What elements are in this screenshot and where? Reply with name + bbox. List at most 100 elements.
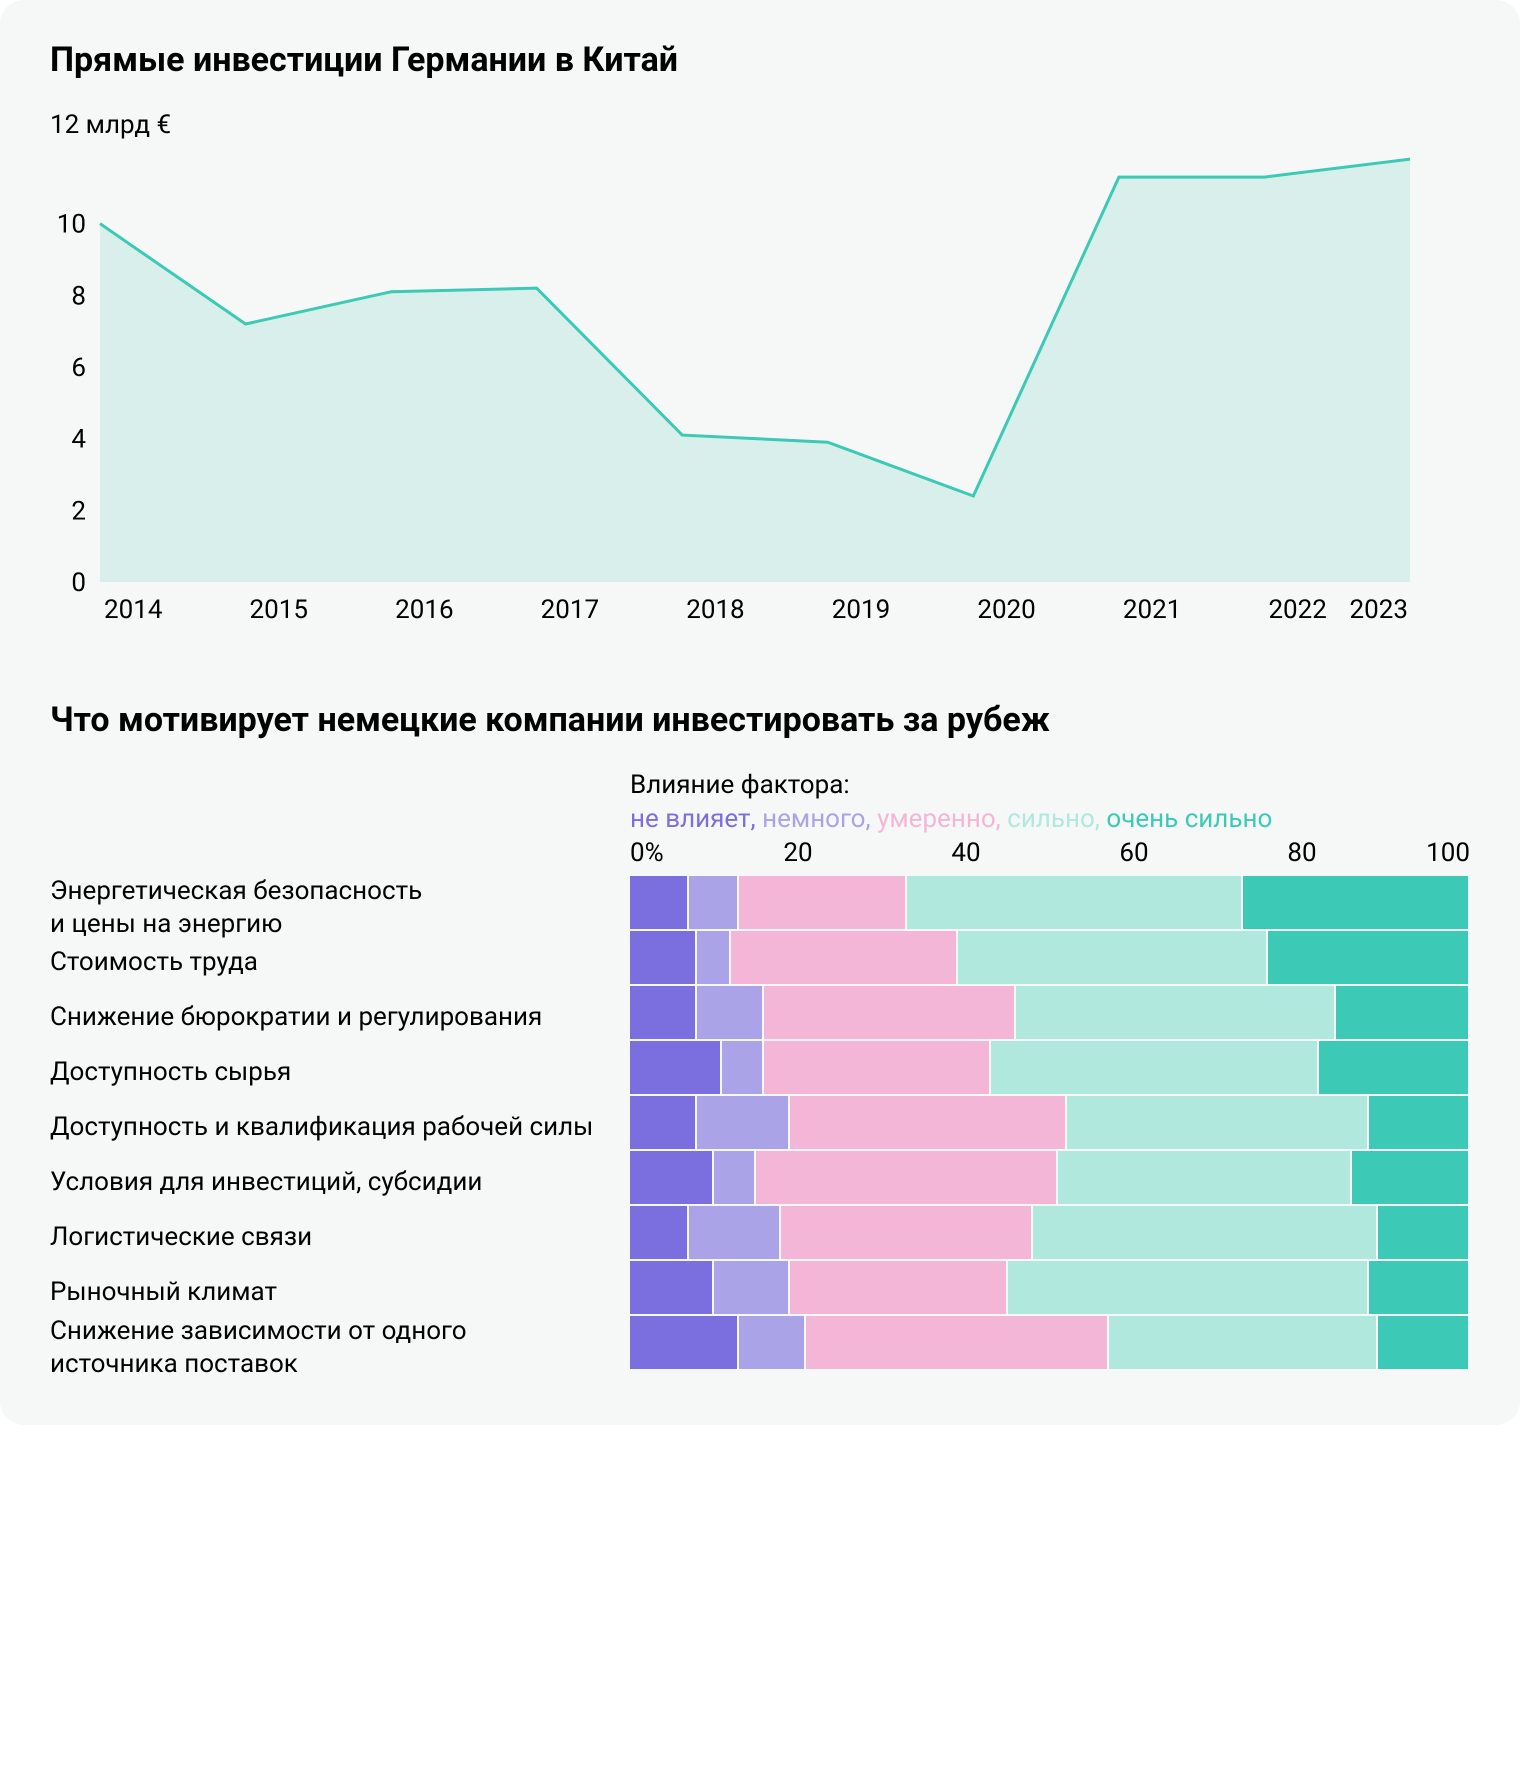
- stacked-row-label: Снижение бюрократии и регулирования: [50, 990, 630, 1045]
- stacked-segment: [630, 931, 697, 986]
- stacked-bar-row: [630, 986, 1470, 1041]
- stacked-segment: [630, 1261, 714, 1316]
- stacked-segment: [714, 1151, 756, 1206]
- stacked-segment: [1109, 1316, 1378, 1371]
- legend-item: немного,: [762, 804, 877, 834]
- legend-items: не влияет, немного, умеренно, сильно, оч…: [630, 804, 1470, 834]
- stacked-segment: [907, 876, 1243, 931]
- stacked-segment: [1369, 1261, 1470, 1316]
- stacked-segment: [1268, 931, 1470, 986]
- stacked-segment: [1016, 986, 1335, 1041]
- stacked-bar-row: [630, 876, 1470, 931]
- stacked-segment: [630, 1041, 722, 1096]
- legend-prefix: Влияние фактора:: [630, 770, 1470, 800]
- stacked-segment: [1033, 1206, 1377, 1261]
- stacked-segment: [630, 1096, 697, 1151]
- stacked-segment: [630, 986, 697, 1041]
- stacked-segment: [756, 1151, 1058, 1206]
- stacked-bar-row: [630, 1206, 1470, 1261]
- y-tick-label: 2: [71, 496, 86, 526]
- x-tick-label: 2020: [977, 595, 1035, 625]
- stacked-chart-title: Что мотивирует немецкие компании инвести…: [50, 700, 1470, 740]
- x-tick-label: 2021: [1123, 595, 1181, 625]
- area-chart-section: Прямые инвестиции Германии в Китай 12 мл…: [50, 40, 1470, 630]
- stacked-segment: [1369, 1096, 1470, 1151]
- stacked-row-label: Энергетическая безопасностьи цены на эне…: [50, 880, 630, 935]
- legend-item: умеренно,: [877, 804, 1007, 834]
- x-tick-label: 2016: [395, 595, 453, 625]
- stacked-bar-row: [630, 1096, 1470, 1151]
- stacked-segment: [1378, 1316, 1470, 1371]
- y-tick-label: 6: [71, 353, 86, 383]
- legend-item: очень сильно: [1106, 804, 1272, 834]
- stacked-segment: [630, 1151, 714, 1206]
- x-tick-label: 2015: [250, 595, 308, 625]
- stacked-bar-row: [630, 1261, 1470, 1316]
- stacked-labels-col: Энергетическая безопасностьи цены на эне…: [50, 770, 630, 1375]
- stacked-segment: [991, 1041, 1319, 1096]
- stacked-segment: [1319, 1041, 1470, 1096]
- stacked-row-label: Доступность сырья: [50, 1045, 630, 1100]
- stacked-row-label: Стоимость труда: [50, 935, 630, 990]
- stacked-axis-tick: 100: [1426, 838, 1470, 868]
- x-tick-label: 2014: [104, 595, 163, 625]
- stacked-segment: [1336, 986, 1470, 1041]
- y-tick-label: 8: [71, 281, 86, 311]
- stacked-segment: [739, 1316, 806, 1371]
- stacked-chart-section: Что мотивирует немецкие компании инвести…: [50, 700, 1470, 1375]
- stacked-axis-tick: 40: [951, 838, 980, 868]
- area-fill: [100, 159, 1410, 582]
- x-tick-label: 2023: [1350, 595, 1408, 625]
- stacked-segment: [630, 876, 689, 931]
- stacked-segment: [1243, 876, 1470, 931]
- stacked-axis-tick: 80: [1287, 838, 1316, 868]
- stacked-bar-row: [630, 1041, 1470, 1096]
- stacked-segment: [1378, 1206, 1470, 1261]
- area-chart-svg: 0 2 4 6 8 10 2014 2015 2016 2017 2018 2019 2020 2021 2…: [50, 146, 1420, 626]
- stacked-segment: [722, 1041, 764, 1096]
- x-tick-label: 2022: [1268, 595, 1326, 625]
- stacked-bar-row: [630, 931, 1470, 986]
- stacked-axis: 0% 20 40 60 80 100: [630, 838, 1470, 872]
- stacked-chart-body: Энергетическая безопасностьи цены на эне…: [50, 770, 1470, 1375]
- stacked-segment: [697, 986, 764, 1041]
- stacked-bar-row: [630, 1151, 1470, 1206]
- stacked-segment: [958, 931, 1269, 986]
- stacked-segment: [1008, 1261, 1369, 1316]
- stacked-segment: [1352, 1151, 1470, 1206]
- stacked-row-label: Условия для инвестиций, субсидии: [50, 1155, 630, 1210]
- y-tick-label: 0: [71, 568, 86, 598]
- stacked-axis-tick: 20: [783, 838, 812, 868]
- stacked-segment: [781, 1206, 1033, 1261]
- stacked-segment: [697, 931, 731, 986]
- stacked-segment: [1067, 1096, 1369, 1151]
- stacked-segment: [1058, 1151, 1352, 1206]
- area-chart-unit: 12 млрд €: [50, 110, 1470, 140]
- x-tick-label: 2017: [541, 595, 599, 625]
- stacked-segment: [790, 1096, 1067, 1151]
- stacked-row-label: Рыночный климат: [50, 1265, 630, 1320]
- y-tick-label: 10: [57, 210, 86, 240]
- legend-item: не влияет,: [630, 804, 762, 834]
- stacked-bars: [630, 876, 1470, 1371]
- stacked-chart-col: Влияние фактора: не влияет, немного, уме…: [630, 770, 1470, 1375]
- stacked-segment: [731, 931, 958, 986]
- stacked-row-label: Снижение зависимости от одногоисточника …: [50, 1320, 630, 1375]
- stacked-segment: [630, 1206, 689, 1261]
- y-tick-label: 4: [71, 425, 86, 455]
- area-chart: 0 2 4 6 8 10 2014 2015 2016 2017 2018 2019 2020 2021 2…: [50, 146, 1470, 630]
- stacked-segment: [790, 1261, 1008, 1316]
- stacked-axis-tick: 60: [1119, 838, 1148, 868]
- stacked-segment: [764, 1041, 991, 1096]
- stacked-segment: [714, 1261, 790, 1316]
- stacked-segment: [630, 1316, 739, 1371]
- stacked-segment: [739, 876, 907, 931]
- legend-item: сильно,: [1007, 804, 1106, 834]
- stacked-segment: [806, 1316, 1108, 1371]
- stacked-row-label: Доступность и квалификация рабочей силы: [50, 1100, 630, 1155]
- stacked-segment: [689, 876, 739, 931]
- x-tick-label: 2018: [686, 595, 744, 625]
- stacked-axis-tick: 0%: [630, 838, 664, 868]
- x-tick-label: 2019: [832, 595, 890, 625]
- label-spacer: [50, 770, 630, 880]
